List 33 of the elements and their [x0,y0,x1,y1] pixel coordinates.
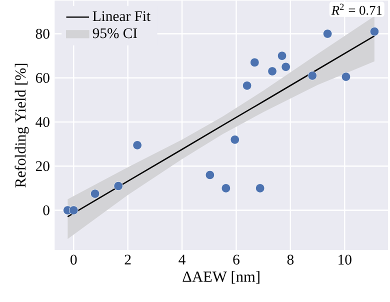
x-tick-label: 4 [178,254,186,264]
point [370,26,380,36]
x-tick-label: 6 [233,254,240,265]
annotation: R$^{2}$ = 0.71 [331,4,382,15]
point [250,58,260,68]
x-tick-label: 2 [124,254,131,264]
point [308,71,317,80]
point [277,51,287,60]
y-tick-label: 80 [36,28,50,39]
annotation: 95% CI [92,28,138,38]
y-tick-label: 40 [36,117,50,127]
point [114,181,123,191]
point [205,170,215,180]
point [90,189,100,198]
y-tick-label: 0 [43,205,50,216]
point [230,135,240,144]
x-tick-label: 0 [70,254,77,265]
point [221,184,231,193]
point [255,184,265,193]
y-tick-label: 60 [36,72,50,83]
point [242,81,252,90]
y-axis-title: Refolding Yield [%] [14,64,29,188]
point [69,206,78,215]
point [281,62,290,72]
point [132,140,142,150]
point [268,66,277,76]
x-tick-label: 8 [287,254,294,265]
point [322,29,332,38]
x-tick-label: 10 [338,254,352,265]
legend-label: Linear Fit [92,11,151,22]
x-axis-title: ΔAEW [nm] [182,271,260,284]
point [341,72,351,82]
y-tick-label: 20 [36,161,50,172]
